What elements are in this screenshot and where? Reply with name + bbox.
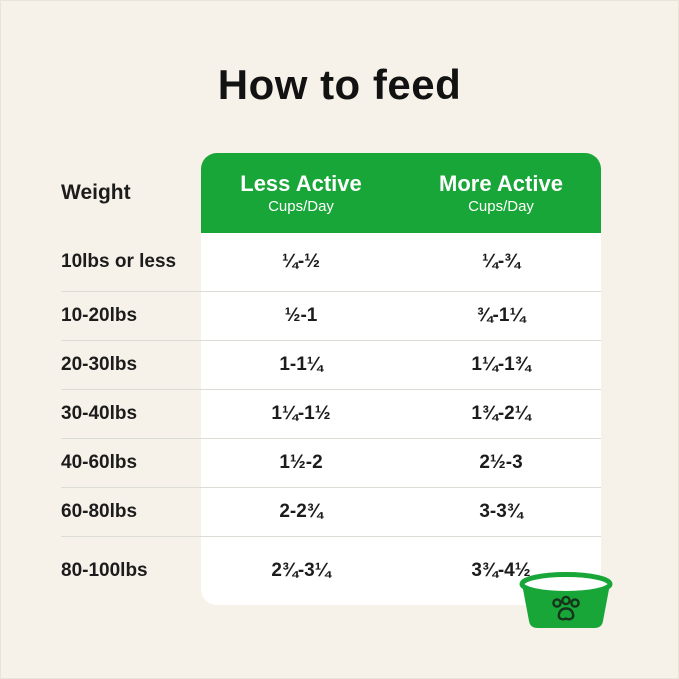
more-active-cell: 3¾-4½ — [471, 560, 531, 581]
more-active-label: More Active — [439, 170, 563, 196]
more-active-cell: 1¼-1¾ — [471, 354, 531, 375]
more-active-cell: 1¾-2¼ — [471, 403, 531, 424]
less-active-sublabel: Cups/Day — [268, 198, 334, 216]
feeding-table: Weight Less Active Cups/Day More Active … — [61, 153, 601, 605]
column-header-more-active: More Active Cups/Day — [401, 153, 601, 233]
less-active-cell: ¼-½ — [281, 251, 321, 272]
table-row: 10-20lbs ½-1 ¾-1¼ — [61, 292, 601, 341]
table-row: 30-40lbs 1¼-1½ 1¾-2¼ — [61, 390, 601, 439]
weight-cell: 20-30lbs — [61, 354, 138, 375]
less-active-cell: 1¼-1½ — [271, 403, 331, 424]
column-header-less-active: Less Active Cups/Day — [201, 153, 401, 233]
more-active-sublabel: Cups/Day — [468, 198, 534, 216]
less-active-cell: ½-1 — [284, 305, 318, 326]
table-header-row: Weight Less Active Cups/Day More Active … — [61, 153, 601, 233]
weight-cell: 10lbs or less — [61, 251, 177, 272]
more-active-cell: 2½-3 — [479, 452, 523, 473]
table-row: 60-80lbs 2-2¾ 3-3¾ — [61, 488, 601, 537]
less-active-cell: 1-1¼ — [279, 354, 323, 375]
more-active-cell: ¾-1¼ — [476, 305, 526, 326]
activity-columns-header: Less Active Cups/Day More Active Cups/Da… — [201, 153, 601, 233]
page-title: How to feed — [217, 61, 462, 108]
dog-bowl-paw-icon — [517, 571, 615, 631]
weight-cell: 30-40lbs — [61, 403, 138, 424]
less-active-cell: 2¾-3¼ — [271, 560, 331, 581]
more-active-cell: ¼-¾ — [481, 251, 521, 272]
weight-cell: 80-100lbs — [61, 560, 148, 581]
table-row: 10lbs or less ¼-½ ¼-¾ — [61, 233, 601, 292]
less-active-cell: 1½-2 — [279, 452, 323, 473]
weight-column-header: Weight — [61, 181, 131, 204]
more-active-cell: 3-3¾ — [479, 501, 523, 522]
table-row: 20-30lbs 1-1¼ 1¼-1¾ — [61, 341, 601, 390]
less-active-label: Less Active — [240, 170, 362, 196]
weight-cell: 60-80lbs — [61, 501, 138, 522]
weight-cell: 40-60lbs — [61, 452, 138, 473]
table-row: 40-60lbs 1½-2 2½-3 — [61, 439, 601, 488]
less-active-cell: 2-2¾ — [279, 501, 323, 522]
weight-cell: 10-20lbs — [61, 305, 138, 326]
